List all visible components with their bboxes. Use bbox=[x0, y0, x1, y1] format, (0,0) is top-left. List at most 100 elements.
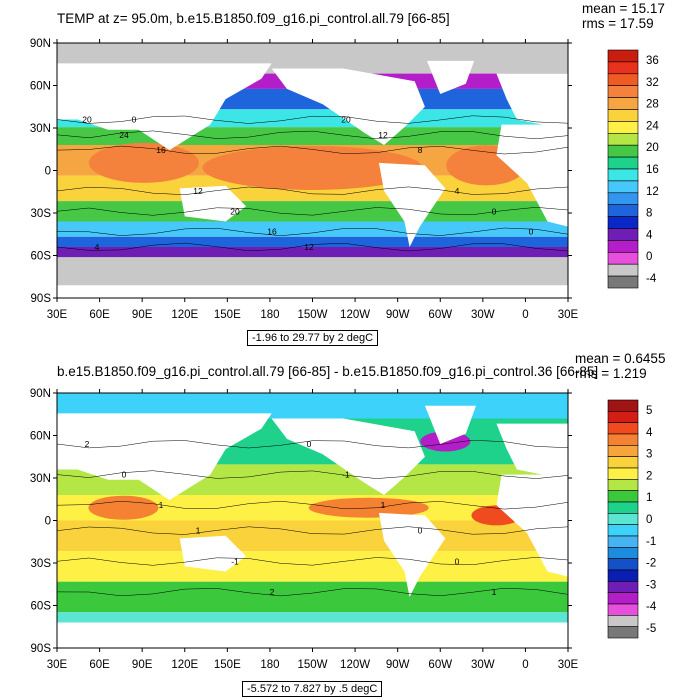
antarctic-ice-region bbox=[57, 257, 568, 286]
contour-line bbox=[56, 115, 569, 124]
colorbar-swatch bbox=[607, 535, 639, 548]
contour-label: 0 bbox=[122, 470, 127, 480]
europe-land bbox=[496, 73, 568, 130]
lat-label: 60S bbox=[31, 601, 52, 613]
lat-label: 30S bbox=[31, 208, 52, 220]
lon-label: 120E bbox=[171, 309, 198, 321]
contour-line bbox=[56, 587, 569, 597]
north-america-land bbox=[271, 418, 425, 495]
contour-label: 0 bbox=[529, 227, 534, 237]
lon-label: 90W bbox=[386, 659, 410, 671]
lon-label: 0 bbox=[522, 309, 528, 321]
colorbar-label: -4 bbox=[646, 273, 657, 285]
contour-label: 1 bbox=[196, 526, 201, 536]
lon-label: 60E bbox=[89, 309, 110, 321]
colorbar-label: 5 bbox=[646, 405, 652, 417]
lon-label: 180 bbox=[260, 309, 279, 321]
lon-label: 150W bbox=[297, 659, 327, 671]
colorbar-swatch bbox=[607, 263, 639, 277]
colorbar-swatch bbox=[607, 168, 639, 182]
panel1-map: 20 24 16 12 20 16 12 20 12 8 4 0 0 4 0 90N 60N 30N 0 30S 60S… bbox=[30, 38, 579, 321]
lon-label: 90E bbox=[132, 309, 153, 321]
australia-land bbox=[179, 535, 247, 572]
lon-label: 120W bbox=[340, 309, 370, 321]
lon-label: 150W bbox=[297, 309, 327, 321]
contour-line bbox=[56, 130, 569, 140]
colorbar-swatch bbox=[607, 411, 639, 423]
contour-line bbox=[56, 557, 569, 566]
colorbar-label: 20 bbox=[646, 142, 659, 154]
colorbar-label: 28 bbox=[646, 99, 659, 111]
ocean-band-4 bbox=[57, 520, 568, 552]
contour-label: 12 bbox=[378, 130, 388, 140]
ocean-band-10 bbox=[57, 247, 568, 258]
north-america-land bbox=[271, 68, 425, 145]
colorbar-swatch bbox=[607, 121, 639, 134]
colorbar-swatch bbox=[607, 467, 639, 480]
contour-line bbox=[56, 500, 569, 510]
contour-label: 0 bbox=[418, 526, 423, 536]
ocean-band-9 bbox=[57, 236, 568, 247]
colorbar-label: 1 bbox=[646, 492, 652, 504]
colorbar-swatch bbox=[607, 85, 639, 98]
lon-label: 180 bbox=[260, 659, 279, 671]
warm-pool-patch bbox=[202, 145, 423, 190]
colorbar-label: 2 bbox=[646, 470, 652, 482]
colorbar-label: 16 bbox=[646, 164, 659, 176]
panel2-map: 2 0 1 1 -1 2 0 -1 1 0 0 1 90N 60N 30N 0 30S 60S 90S 30E 60E 9… bbox=[30, 388, 579, 671]
contour-line bbox=[56, 186, 569, 195]
contour-label: 12 bbox=[193, 186, 203, 196]
ocean-band-8 bbox=[57, 221, 568, 237]
lon-label: 90W bbox=[386, 309, 410, 321]
colorbar-swatch bbox=[607, 626, 639, 639]
colorbar-swatch bbox=[607, 456, 639, 469]
lon-label: 150E bbox=[214, 659, 241, 671]
contour-label: 12 bbox=[304, 242, 314, 252]
panel2-colorbar: 5 4 3 2 1 0 -1 -2 -3 -4 -5 bbox=[607, 399, 657, 639]
panel1-rms: rms = 17.59 bbox=[582, 16, 654, 31]
colorbar-swatch bbox=[607, 61, 639, 75]
contour-label: 20 bbox=[341, 115, 351, 125]
lon-label: 30E bbox=[558, 659, 579, 671]
colorbar-swatch bbox=[607, 433, 639, 446]
colorbar-label: 12 bbox=[646, 186, 659, 198]
colorbar-swatch bbox=[607, 204, 639, 217]
lon-label: 30E bbox=[558, 309, 579, 321]
contour-label: 4 bbox=[95, 242, 100, 252]
colorbar-swatch bbox=[607, 615, 639, 627]
lat-label: 0 bbox=[45, 516, 51, 528]
contour-line bbox=[56, 440, 569, 449]
contour-line bbox=[56, 242, 569, 252]
lon-label: 60E bbox=[89, 659, 110, 671]
contour-line bbox=[56, 207, 569, 216]
lat-label: 90S bbox=[31, 293, 52, 305]
colorbar-label: 4 bbox=[646, 229, 653, 241]
colorbar-swatch bbox=[607, 144, 639, 158]
lat-label: 60S bbox=[31, 251, 52, 263]
contour-label: 1 bbox=[159, 500, 164, 510]
contour-label: 0 bbox=[307, 439, 312, 449]
colorbar-label: -3 bbox=[646, 579, 656, 591]
lat-label: 60N bbox=[30, 431, 51, 443]
colorbar-swatch bbox=[607, 547, 639, 559]
europe-land bbox=[496, 423, 568, 480]
colorbar-swatch bbox=[607, 603, 639, 616]
colorbar-swatch bbox=[607, 490, 639, 503]
colorbar-swatch bbox=[607, 240, 639, 253]
colorbar-swatch bbox=[607, 445, 639, 457]
lat-label: 90N bbox=[30, 38, 51, 50]
lat-label: 30S bbox=[31, 558, 52, 570]
africa-land bbox=[496, 474, 568, 577]
ocean-band-5 bbox=[57, 551, 568, 582]
eurasia-land bbox=[57, 63, 272, 151]
lat-label: 0 bbox=[45, 166, 51, 178]
lat-label: 90N bbox=[30, 388, 51, 400]
colorbar-swatch bbox=[607, 558, 639, 571]
lat-label: 90S bbox=[31, 643, 52, 655]
panel2-range-label: -5.572 to 7.827 by .5 degC bbox=[242, 681, 383, 697]
lat-label: 60N bbox=[30, 81, 51, 93]
lon-label: 30W bbox=[471, 309, 495, 321]
contour-label: 20 bbox=[82, 115, 92, 125]
contour-label: 16 bbox=[267, 227, 277, 237]
lon-label: 90E bbox=[132, 659, 153, 671]
